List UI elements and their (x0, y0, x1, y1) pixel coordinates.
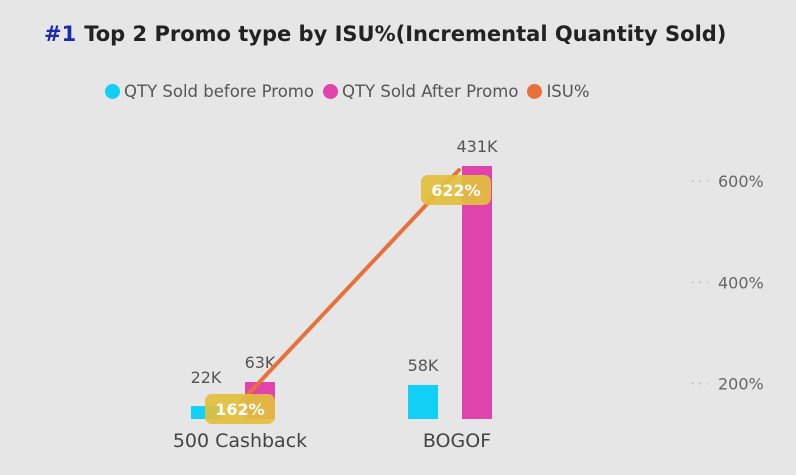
isu-label-bg (205, 394, 275, 424)
legend-dot-before (105, 84, 120, 99)
legend-item-before[interactable]: QTY Sold before Promo (105, 82, 314, 101)
right-axis-tick-label: 400% (718, 273, 764, 292)
legend-label-isu: ISU% (546, 82, 590, 101)
isu-label: 162% (215, 400, 264, 419)
bar-before (408, 384, 438, 419)
legend-item-after[interactable]: QTY Sold After Promo (322, 82, 519, 101)
category-label: BOGOF (423, 430, 491, 452)
chart-title: #1 Top 2 Promo type by ISU%(Incremental Q… (44, 22, 726, 46)
right-axis-tick-label: 200% (718, 375, 764, 394)
category-label: 500 Cashback (173, 430, 307, 452)
right-axis-tick-label: 600% (718, 172, 764, 191)
isu-line (238, 168, 461, 405)
bar-after (462, 166, 492, 419)
bar-label-after: 431K (456, 137, 498, 156)
isu-label: 622% (431, 181, 480, 200)
bar-label-before: 58K (408, 356, 439, 375)
legend-label-before: QTY Sold before Promo (124, 82, 314, 101)
legend-dot-isu (527, 84, 543, 99)
bar-label-before: 22K (191, 368, 222, 387)
bar-label-after: 63K (245, 353, 276, 372)
legend-label-after: QTY Sold After Promo (341, 82, 519, 101)
legend-dot-after (322, 84, 338, 99)
legend-item-isu[interactable]: ISU% (527, 82, 590, 101)
isu-label-bg (421, 175, 491, 205)
title-text: Top 2 Promo type by ISU%(Incremental Qua… (84, 22, 727, 46)
title-number: #1 (44, 22, 77, 46)
legend: QTY Sold before Promo QTY Sold After Pro… (105, 82, 599, 101)
